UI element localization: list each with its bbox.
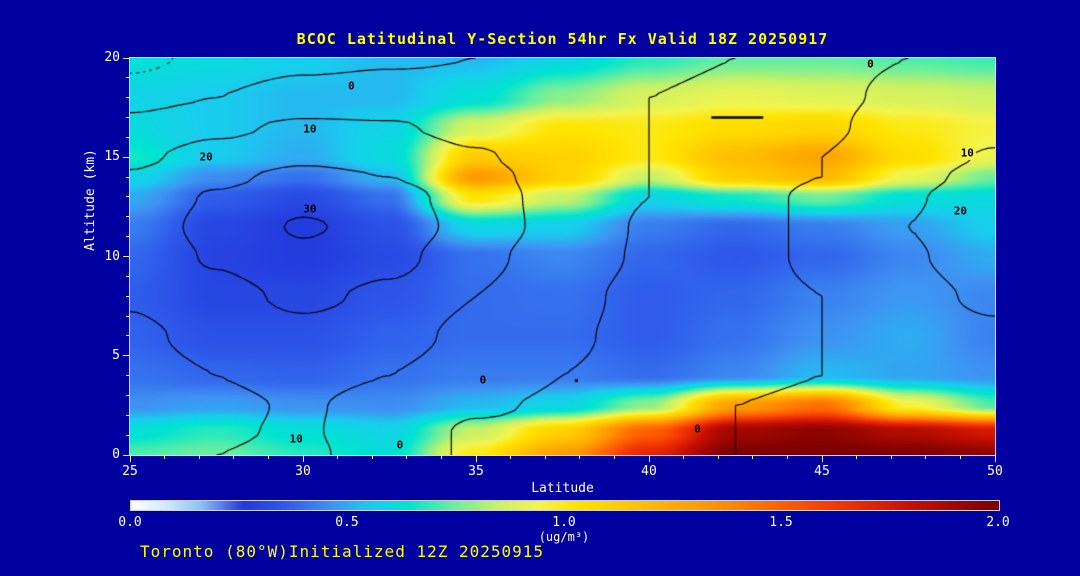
x-tick-mark: [129, 455, 131, 462]
y-tick-mark: [126, 394, 130, 396]
y-tick-mark: [126, 335, 130, 337]
y-tick-mark: [123, 355, 130, 357]
y-tick-mark: [126, 77, 130, 79]
chart-title: BCOC Latitudinal Y-Section 54hr Fx Valid…: [296, 30, 829, 48]
contour-label: 10: [289, 432, 303, 446]
contour-lines-canvas: [130, 58, 995, 455]
x-tick-mark: [267, 455, 269, 459]
x-tick-label: 25: [122, 464, 138, 479]
x-tick-mark: [821, 455, 823, 462]
y-tick-label: 15: [104, 149, 120, 165]
x-tick-mark: [440, 455, 442, 459]
colorbar-tick-label: 0.0: [118, 515, 142, 530]
y-tick-mark: [123, 454, 130, 456]
contour-label: 0: [396, 438, 404, 452]
x-tick-mark: [752, 455, 754, 459]
contour-label: 10: [960, 146, 974, 160]
x-tick-mark: [544, 455, 546, 459]
y-tick-mark: [123, 57, 130, 59]
colorbar-tick-label: 2.0: [986, 515, 1010, 530]
x-tick-label: 40: [641, 464, 657, 479]
x-tick-mark: [510, 455, 512, 459]
y-tick-mark: [126, 414, 130, 416]
x-axis-title: Latitude: [531, 481, 594, 496]
x-tick-mark: [198, 455, 200, 459]
contour-label: 20: [953, 204, 968, 218]
x-tick-mark: [959, 455, 961, 459]
y-tick-mark: [126, 117, 130, 119]
colorbar-unit-label: (ug/m³): [538, 530, 590, 544]
x-tick-mark: [613, 455, 615, 459]
contour-label: 0: [867, 57, 874, 71]
y-tick-mark: [126, 275, 130, 277]
x-tick-mark: [648, 455, 650, 462]
y-tick-mark: [126, 176, 130, 178]
colorbar: [130, 500, 1000, 511]
x-tick-label: 45: [814, 464, 830, 479]
colorbar-tick-label: 0.5: [335, 515, 359, 530]
contour-label: 30: [303, 202, 317, 216]
x-tick-mark: [579, 455, 581, 459]
x-tick-mark: [406, 455, 408, 459]
y-tick-label: 5: [112, 347, 120, 363]
colorbar-tick-label: 1.5: [769, 515, 793, 530]
plot-area: 0 10 20 30 0 10 20 0 10 0 0: [130, 57, 995, 455]
x-tick-mark: [302, 455, 304, 462]
x-tick-mark: [475, 455, 477, 462]
y-tick-mark: [123, 156, 130, 158]
x-tick-mark: [164, 455, 166, 459]
x-tick-mark: [683, 455, 685, 459]
x-tick-mark: [717, 455, 719, 459]
y-tick-mark: [126, 375, 130, 377]
contour-label: 20: [199, 150, 213, 164]
y-tick-mark: [123, 256, 130, 257]
y-tick-mark: [126, 216, 130, 218]
contour-label: 0: [348, 79, 355, 93]
x-tick-label: 35: [468, 464, 484, 479]
x-tick-label: 50: [987, 464, 1003, 479]
y-tick-mark: [126, 295, 130, 297]
y-tick-mark: [126, 315, 130, 317]
x-tick-mark: [337, 455, 339, 459]
contour-label: 0: [479, 373, 487, 387]
y-tick-mark: [126, 236, 130, 238]
x-tick-label: 30: [295, 464, 311, 479]
footer-text: Toronto (80°W)Initialized 12Z 20250915: [140, 542, 545, 561]
y-tick-label: 10: [104, 248, 120, 264]
contour-label: 0: [694, 422, 701, 436]
x-tick-mark: [786, 455, 788, 459]
x-tick-mark: [233, 455, 235, 459]
y-tick-mark: [126, 196, 130, 198]
colorbar-tick-label: 1.0: [552, 515, 576, 530]
contour-label: 10: [303, 122, 317, 136]
x-tick-mark: [994, 455, 996, 462]
y-tick-label: 0: [112, 447, 120, 462]
y-tick-mark: [126, 136, 130, 138]
x-tick-mark: [371, 455, 373, 459]
x-tick-mark: [890, 455, 892, 459]
y-tick-mark: [126, 434, 130, 436]
x-tick-mark: [925, 455, 927, 459]
y-tick-label: 20: [104, 50, 120, 65]
x-tick-mark: [856, 455, 858, 459]
y-tick-mark: [126, 97, 130, 99]
